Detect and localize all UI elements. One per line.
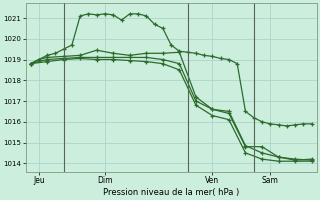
X-axis label: Pression niveau de la mer( hPa ): Pression niveau de la mer( hPa ) [103, 188, 239, 197]
